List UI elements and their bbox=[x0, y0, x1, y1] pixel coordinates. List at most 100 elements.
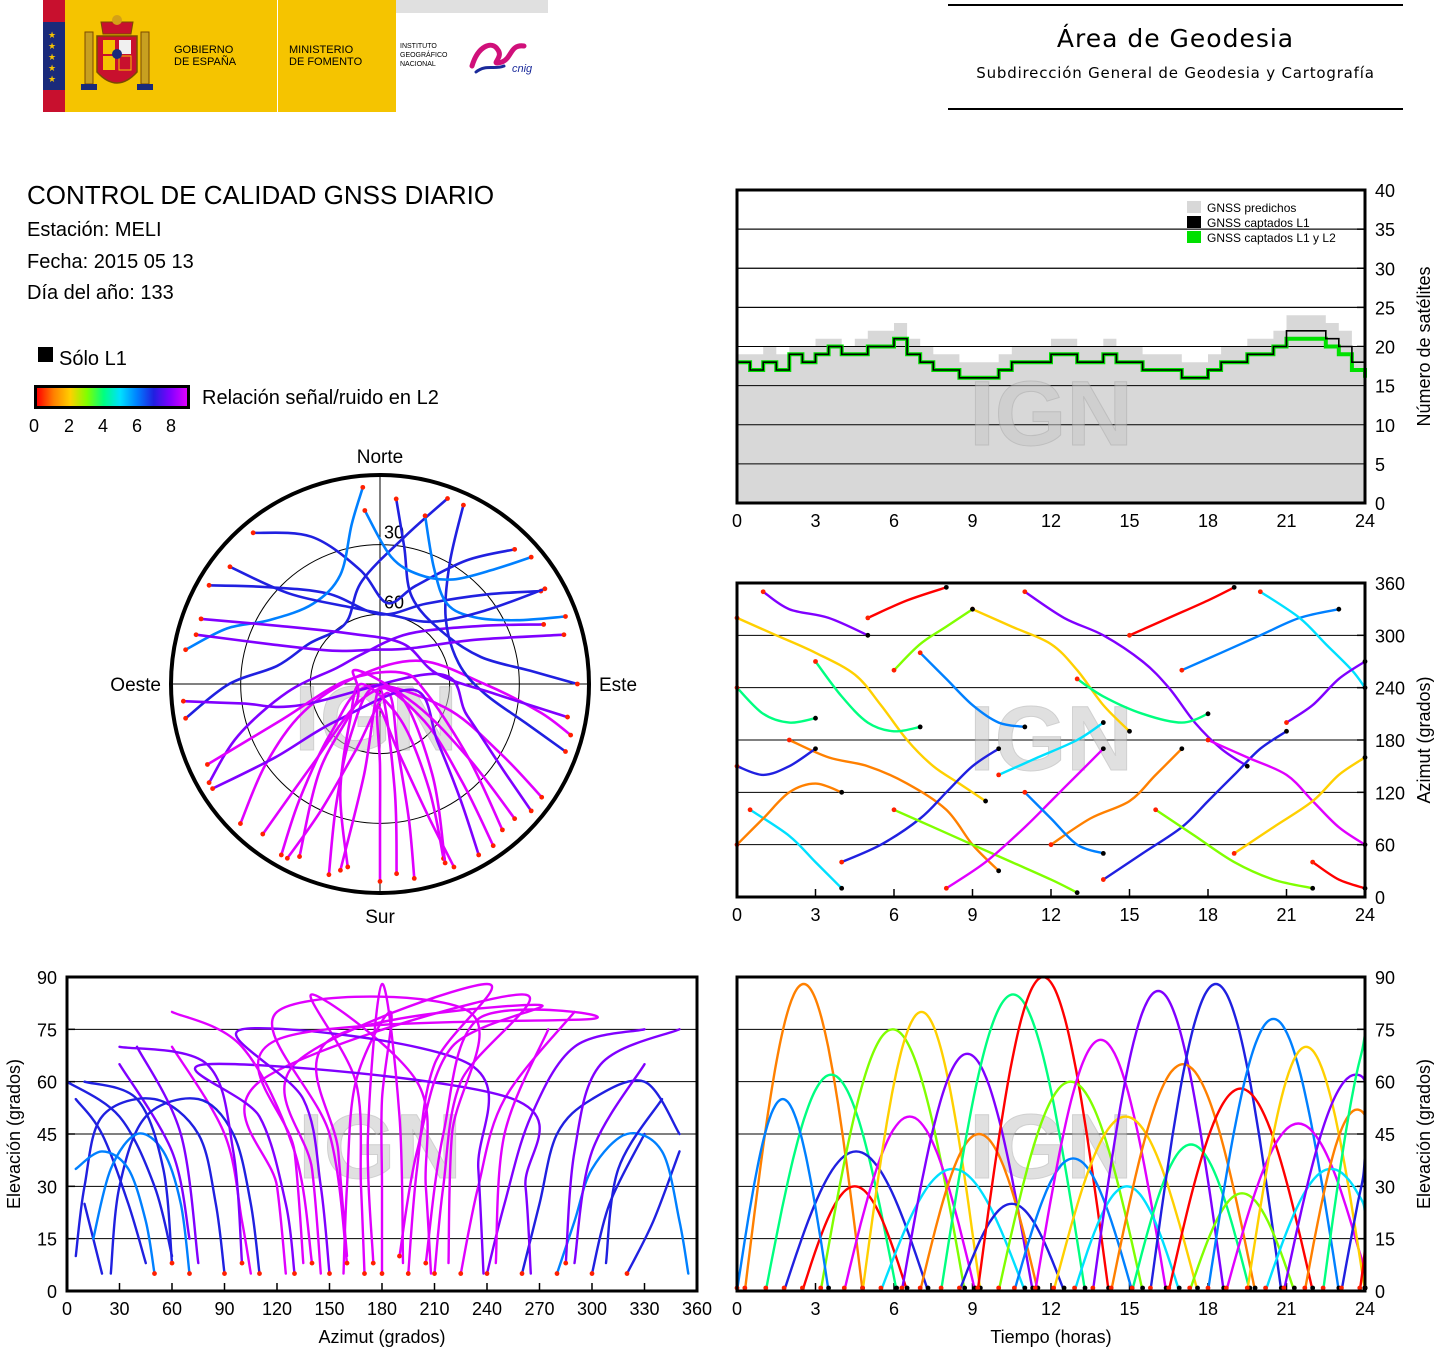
low-snr-point bbox=[1205, 1285, 1211, 1291]
low-snr-point bbox=[541, 622, 547, 627]
plot-frame bbox=[735, 975, 1367, 1293]
snr-tick: 0 bbox=[29, 416, 40, 436]
predicted-area bbox=[737, 315, 1365, 503]
satellite-track bbox=[564, 1028, 681, 1265]
low-snr-point bbox=[284, 855, 290, 861]
low-snr-point bbox=[445, 496, 450, 501]
l1-only-point bbox=[1082, 1285, 1088, 1291]
ign-watermark: IGN bbox=[298, 1096, 462, 1198]
satellite-track bbox=[170, 1045, 252, 1275]
low-snr-point bbox=[206, 582, 212, 588]
low-snr-point bbox=[574, 681, 580, 687]
low-snr-point bbox=[975, 1285, 981, 1291]
l1-only-point bbox=[1127, 728, 1132, 734]
satellite-track bbox=[735, 616, 987, 803]
x-tick-label: 330 bbox=[629, 1299, 659, 1319]
satellite-pass bbox=[1206, 1017, 1340, 1293]
low-snr-point bbox=[393, 496, 399, 502]
satellite-track bbox=[206, 670, 504, 832]
y-axis-label: Azimut (grados) bbox=[1414, 676, 1434, 803]
satellite-track bbox=[1233, 756, 1367, 855]
direction-north: Norte bbox=[357, 447, 403, 468]
low-snr-point bbox=[442, 860, 448, 866]
low-snr-point bbox=[411, 875, 417, 881]
low-snr-point bbox=[1187, 1285, 1193, 1291]
satellite-track bbox=[184, 486, 365, 651]
x-tick-label: 90 bbox=[214, 1299, 234, 1319]
snr-label: Relación señal/ruido en L2 bbox=[202, 387, 439, 409]
satellite-pass bbox=[1188, 1192, 1296, 1293]
direction-east: Este bbox=[599, 675, 637, 696]
low-snr-point bbox=[561, 632, 567, 638]
low-snr-point bbox=[1022, 789, 1028, 795]
low-snr-point bbox=[1127, 632, 1132, 638]
low-snr-point bbox=[747, 807, 753, 813]
elevation-azimuth-chart: 0 15 30 45 60 75 90 0 30 60 90 120 150 180 210 240 270 30… bbox=[4, 968, 712, 1347]
low-snr-point bbox=[1357, 1285, 1363, 1291]
satellite-track bbox=[118, 1045, 244, 1265]
low-snr-point bbox=[461, 502, 466, 508]
satellite-track bbox=[945, 747, 1105, 890]
x-axis-label: Azimut (grados) bbox=[318, 1327, 445, 1347]
direction-south: Sur bbox=[365, 907, 395, 928]
low-snr-point bbox=[210, 786, 216, 792]
low-snr-point bbox=[362, 508, 368, 513]
low-snr-point bbox=[397, 1253, 402, 1259]
x-tick-label: 0 bbox=[62, 1299, 72, 1319]
satellite-track bbox=[207, 623, 545, 784]
y-tick-label: 0 bbox=[1375, 1282, 1385, 1302]
x-tick-label: 0 bbox=[732, 905, 742, 925]
satellite-track bbox=[590, 1132, 646, 1275]
low-snr-point bbox=[891, 807, 897, 813]
l1-only-point bbox=[1336, 606, 1342, 612]
l1-only-point bbox=[865, 632, 871, 638]
satellite-track bbox=[366, 982, 405, 1265]
l1-only-point bbox=[826, 1285, 831, 1291]
low-snr-point bbox=[519, 1271, 525, 1276]
low-snr-point bbox=[484, 1271, 490, 1276]
satellite-pass bbox=[919, 1132, 1040, 1293]
y-tick-label: 75 bbox=[37, 1020, 57, 1040]
only-l1-swatch bbox=[38, 347, 53, 362]
snr-colorbar bbox=[34, 385, 190, 409]
low-snr-point bbox=[394, 871, 399, 877]
x-tick-label: 3 bbox=[810, 511, 820, 531]
low-snr-point bbox=[183, 715, 189, 721]
satellite-track bbox=[286, 691, 416, 880]
low-snr-point bbox=[362, 1271, 367, 1276]
l1-only-point bbox=[962, 1285, 968, 1291]
satellite-track bbox=[243, 993, 532, 1275]
satellite-pass bbox=[1110, 1062, 1257, 1293]
l1-only-point bbox=[917, 724, 923, 730]
satellite-track bbox=[65, 1080, 174, 1258]
y-tick-label: 60 bbox=[1375, 836, 1395, 856]
low-snr-point bbox=[344, 1260, 350, 1266]
l1-only-point bbox=[1140, 1285, 1145, 1291]
satellite-track bbox=[625, 1150, 681, 1275]
low-snr-point bbox=[1302, 1285, 1308, 1291]
satellite-track bbox=[735, 686, 817, 724]
low-snr-point bbox=[500, 827, 505, 833]
low-snr-point bbox=[554, 1271, 560, 1276]
low-snr-point bbox=[1011, 1285, 1017, 1291]
low-snr-point bbox=[818, 1285, 824, 1291]
low-snr-point bbox=[257, 1271, 262, 1276]
l1-only-point bbox=[1231, 584, 1237, 590]
y-axis-label: Elevación (grados) bbox=[1414, 1059, 1434, 1209]
legend-entry: GNSS predichos bbox=[1207, 201, 1296, 215]
top-grey-bar bbox=[396, 0, 548, 13]
y-tick-label: 35 bbox=[1375, 220, 1395, 240]
plot-frame bbox=[65, 975, 699, 1293]
satellite-track bbox=[520, 1079, 681, 1275]
low-snr-point bbox=[198, 616, 204, 622]
low-snr-point bbox=[239, 1260, 245, 1266]
x-tick-label: 12 bbox=[1041, 511, 1061, 531]
cnig-logo-icon: cnig bbox=[468, 36, 538, 82]
y-tick-label: 40 bbox=[1375, 181, 1395, 201]
satellite-pass bbox=[1130, 1143, 1252, 1293]
l1-only-point bbox=[996, 868, 1002, 874]
l1-only-point bbox=[970, 606, 975, 612]
